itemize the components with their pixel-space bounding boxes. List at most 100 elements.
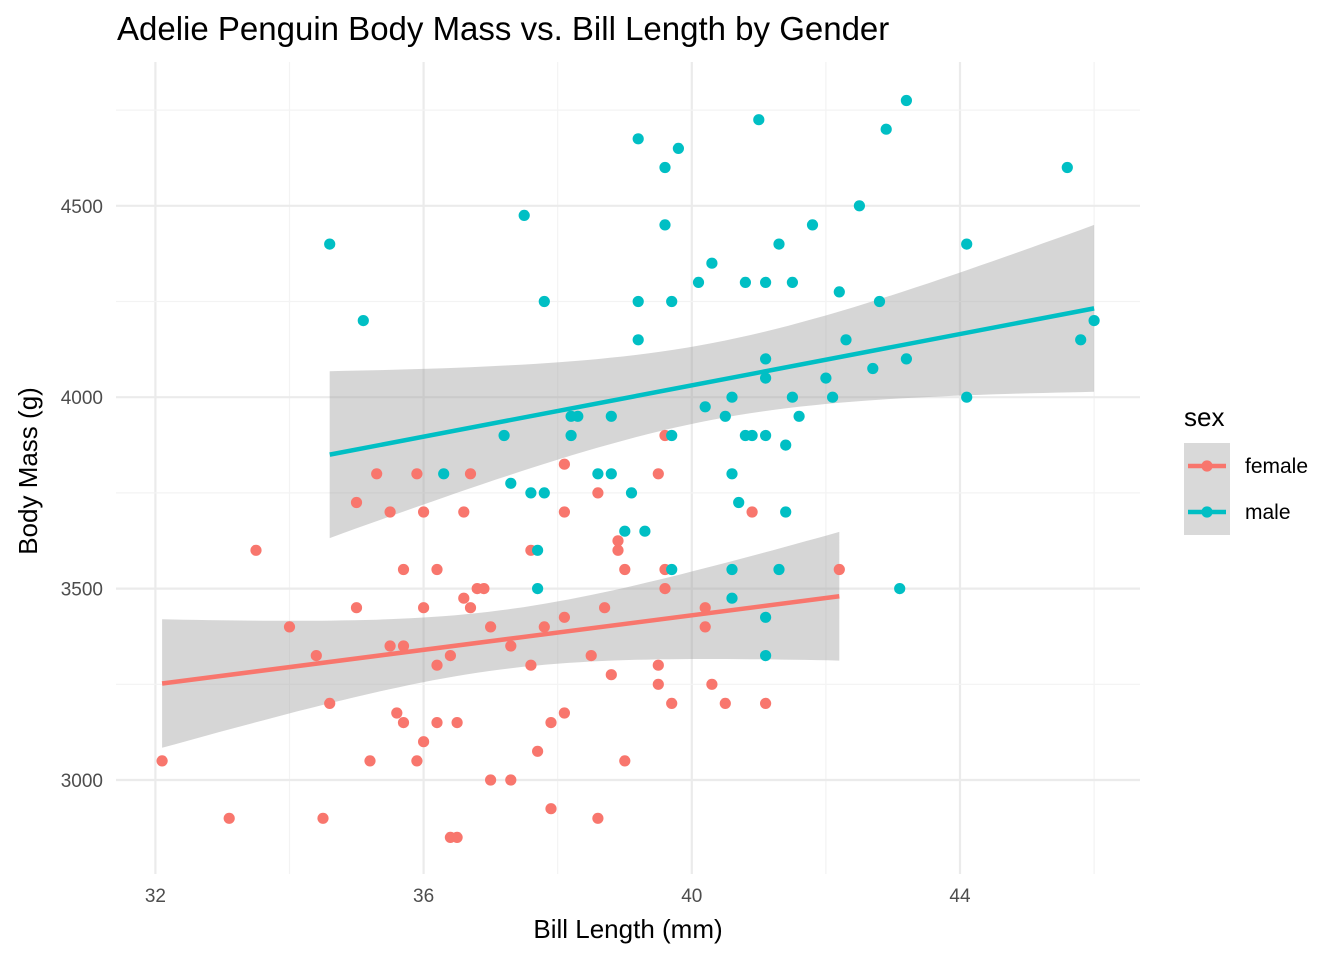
point-female	[485, 621, 497, 633]
point-male	[880, 123, 892, 135]
point-male	[853, 200, 866, 212]
legend-keys: female male	[1184, 443, 1308, 535]
point-male	[780, 506, 792, 518]
point-female	[505, 640, 517, 652]
data-points	[156, 94, 1100, 844]
point-male	[840, 334, 852, 346]
point-female	[545, 717, 557, 729]
point-male	[538, 295, 550, 308]
point-male	[719, 410, 731, 422]
point-male	[538, 487, 550, 499]
point-male	[1061, 161, 1073, 174]
point-male	[786, 276, 799, 288]
point-female	[431, 659, 443, 671]
x-axis-ticks: 32 36 40 44	[145, 886, 971, 907]
point-female	[384, 506, 396, 518]
point-male	[625, 487, 638, 499]
point-male	[1075, 334, 1087, 346]
point-female	[350, 496, 363, 509]
point-male	[733, 496, 745, 509]
point-male	[505, 477, 517, 489]
point-male	[786, 391, 799, 403]
point-female	[156, 755, 168, 767]
point-female	[746, 506, 758, 518]
y-tick-label: 3500	[61, 580, 103, 601]
point-female	[706, 678, 718, 690]
point-female	[451, 831, 463, 844]
point-male	[692, 276, 705, 288]
point-male	[699, 401, 711, 413]
point-male	[739, 276, 752, 288]
point-female	[652, 468, 664, 480]
point-male	[498, 429, 510, 442]
point-male	[1088, 315, 1100, 327]
point-male	[525, 487, 537, 499]
point-female	[558, 506, 571, 518]
point-male	[760, 429, 772, 442]
point-female	[418, 602, 430, 614]
point-female	[371, 468, 383, 480]
point-male	[961, 391, 973, 403]
fit-lines	[161, 306, 1095, 686]
point-female	[464, 602, 477, 614]
point-female	[659, 583, 671, 595]
point-male	[726, 391, 738, 403]
y-tick-label: 4500	[61, 197, 103, 218]
x-tick-label: 32	[145, 886, 166, 907]
point-male	[760, 611, 772, 623]
point-female	[364, 755, 376, 767]
point-female	[223, 812, 235, 824]
legend-title: sex	[1184, 402, 1224, 432]
point-male	[357, 315, 369, 327]
point-female	[464, 468, 477, 480]
point-female	[612, 544, 624, 556]
point-male	[619, 525, 631, 537]
point-male	[760, 372, 772, 384]
point-male	[592, 468, 604, 480]
point-male	[760, 276, 772, 288]
point-male	[746, 429, 758, 442]
point-male	[672, 142, 685, 154]
point-female	[505, 774, 517, 786]
point-male	[726, 563, 738, 576]
point-female	[350, 602, 363, 614]
point-male	[773, 563, 785, 576]
point-male	[605, 410, 617, 422]
point-male	[324, 238, 336, 250]
point-female	[397, 640, 410, 652]
y-axis-ticks: 3000 3500 4000 4500	[61, 197, 103, 792]
y-axis-title: Body Mass (g)	[13, 387, 43, 555]
point-female	[444, 650, 456, 662]
point-female	[525, 659, 537, 671]
point-female	[538, 621, 550, 633]
point-female	[652, 678, 664, 690]
point-male	[532, 544, 544, 556]
point-male	[518, 209, 530, 221]
point-male	[565, 429, 577, 442]
point-male	[726, 468, 738, 480]
point-male	[760, 650, 772, 662]
point-female	[652, 659, 664, 671]
point-male	[827, 391, 839, 403]
point-female	[431, 563, 443, 576]
point-female	[411, 468, 423, 480]
legend-key-point-female	[1201, 460, 1213, 472]
x-axis-title: Bill Length (mm)	[533, 914, 722, 944]
point-male	[532, 583, 544, 595]
point-male	[753, 114, 765, 126]
point-male	[659, 161, 671, 174]
point-female	[760, 697, 772, 710]
point-female	[451, 717, 463, 729]
point-male	[632, 295, 644, 308]
point-female	[485, 774, 497, 786]
point-female	[558, 458, 571, 470]
point-female	[599, 602, 611, 614]
point-male	[806, 219, 819, 231]
point-female	[833, 563, 845, 576]
x-tick-label: 40	[681, 886, 702, 907]
point-male	[572, 410, 584, 422]
point-male	[438, 468, 450, 480]
point-female	[431, 717, 443, 729]
point-female	[605, 669, 617, 681]
